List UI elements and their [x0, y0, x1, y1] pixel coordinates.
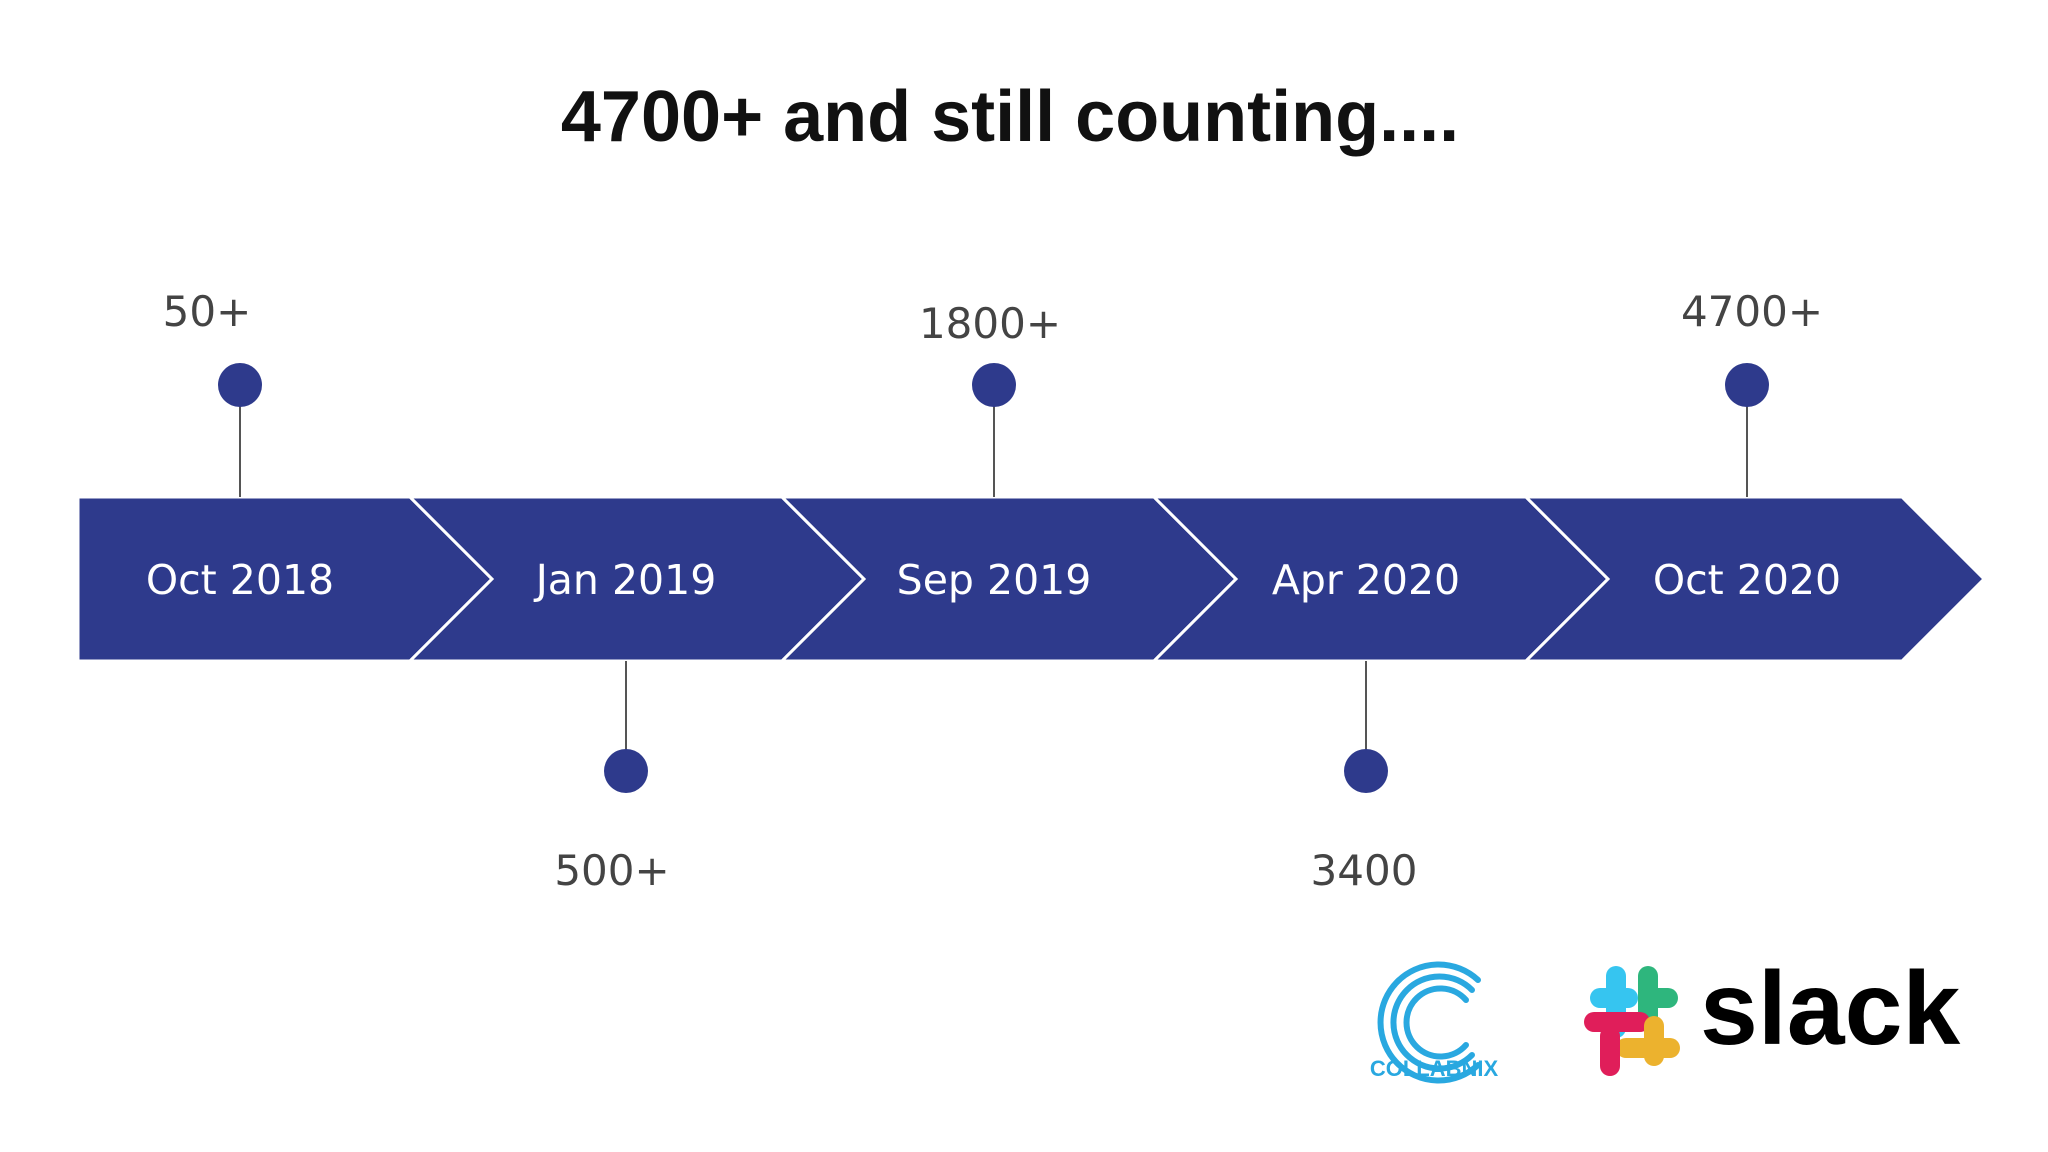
- milestone-count: 4700+: [1681, 287, 1823, 336]
- slack-hash-icon: [1584, 966, 1680, 1076]
- milestone-date: Oct 2020: [1653, 556, 1841, 604]
- milestone-date: Apr 2020: [1272, 556, 1460, 604]
- milestone-date: Jan 2019: [533, 556, 717, 604]
- milestone-count: 500+: [554, 846, 669, 895]
- milestone-date: Oct 2018: [146, 556, 334, 604]
- milestone-marker: [218, 363, 262, 407]
- labels: Oct 2018 50+ Jan 2019 500+ Sep 2019 1800+ Apr …: [146, 287, 1841, 895]
- milestone-count: 50+: [163, 287, 252, 336]
- slack-logo: slack: [1584, 951, 1960, 1076]
- milestone-marker: [972, 363, 1016, 407]
- milestone-count: 1800+: [919, 299, 1061, 348]
- milestone-count: 3400: [1311, 846, 1418, 895]
- milestone-marker: [1725, 363, 1769, 407]
- collabnix-logo: COLLABNIX: [1370, 961, 1499, 1084]
- collabnix-wordmark: COLLABNIX: [1370, 1056, 1499, 1081]
- milestone-date: Sep 2019: [897, 556, 1092, 604]
- collabnix-c-icon: [1377, 961, 1481, 1084]
- arrow-segment: [1522, 495, 1987, 663]
- markers: [218, 363, 1769, 793]
- page-title: 4700+ and still counting....: [561, 77, 1459, 157]
- milestone-marker: [1344, 749, 1388, 793]
- milestone-marker: [604, 749, 648, 793]
- slack-wordmark: slack: [1700, 951, 1960, 1067]
- arrow-band: [76, 495, 1987, 663]
